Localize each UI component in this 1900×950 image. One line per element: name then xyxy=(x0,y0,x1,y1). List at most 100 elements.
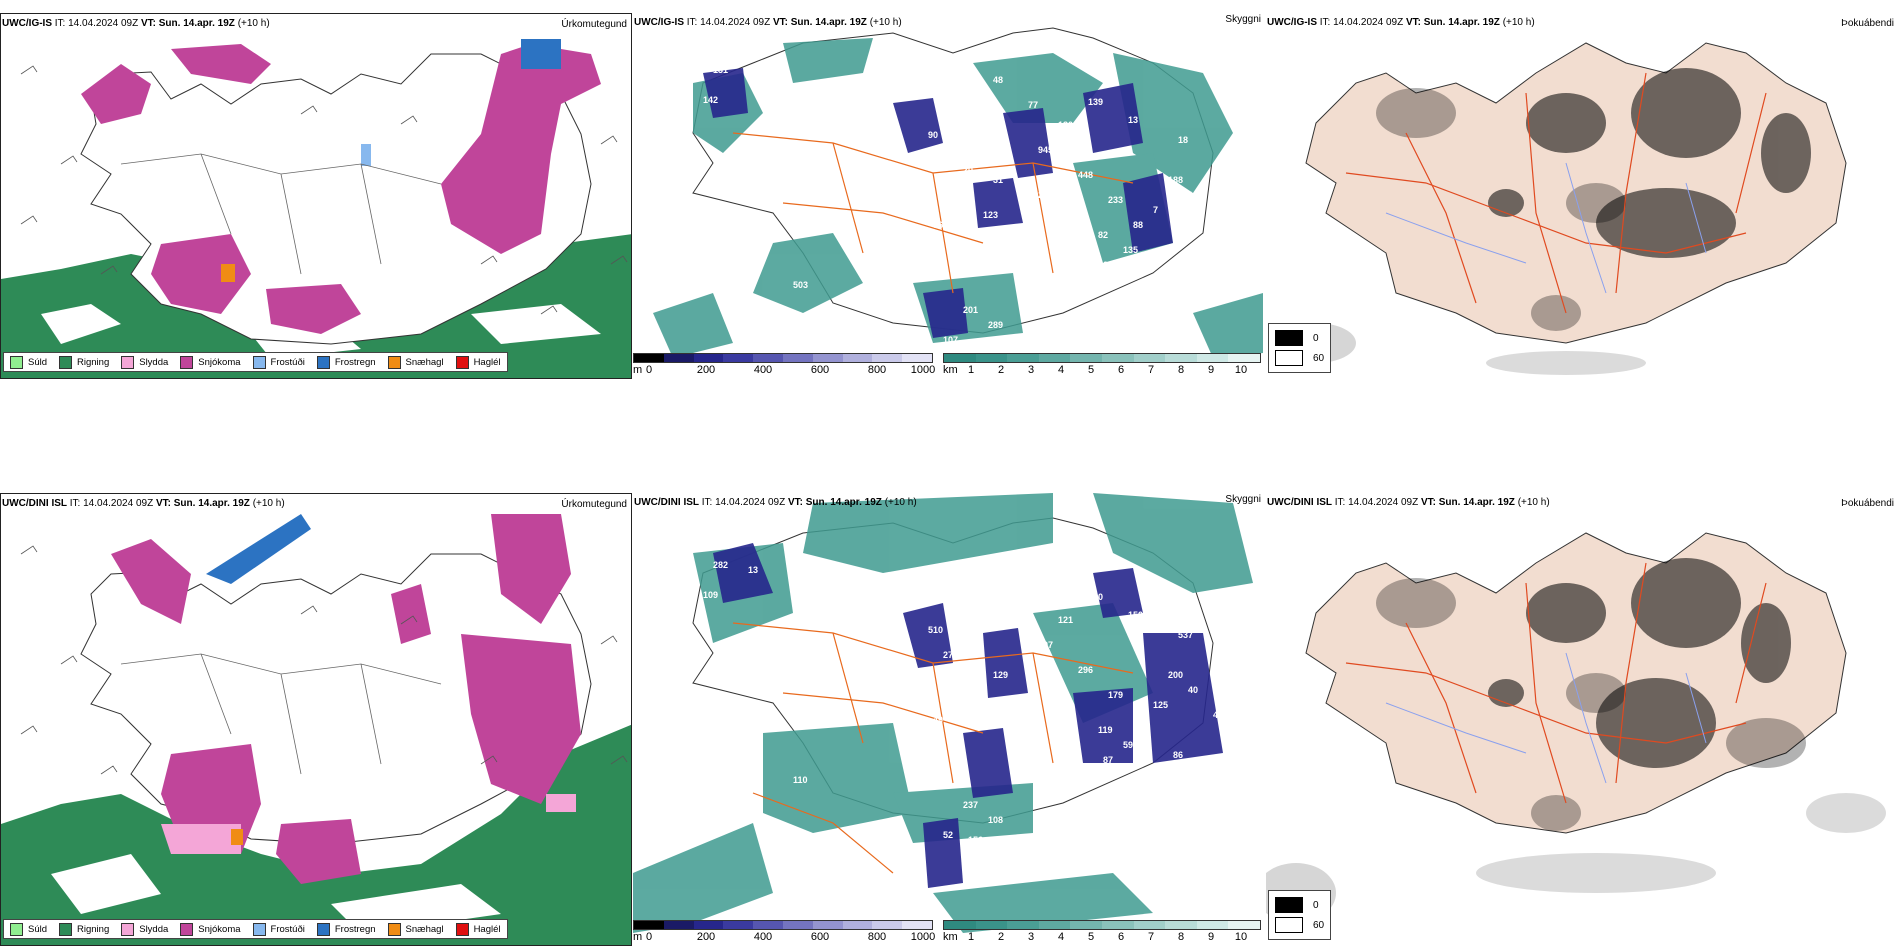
fog-index-key: 0 60 xyxy=(1268,890,1332,940)
tick-label: 6 xyxy=(1117,931,1125,943)
snow-area-east xyxy=(441,44,601,254)
height-label: 230 xyxy=(1153,770,1168,780)
tick-label: 9 xyxy=(1207,931,1215,943)
colorbar-swatch xyxy=(693,354,724,362)
legend-item: Súld xyxy=(10,922,47,936)
tick-label: 1000 xyxy=(910,364,936,376)
colorbar-swatch xyxy=(782,354,813,362)
low-vis-area xyxy=(973,53,1103,123)
panel-title: UWC/DINI ISL IT: 14.04.2024 09Z VT: Sun.… xyxy=(1267,497,1550,508)
height-label: 142 xyxy=(703,95,718,105)
tick-label: 7 xyxy=(1147,364,1155,376)
legend-swatch xyxy=(121,922,135,936)
colorbar-swatch xyxy=(975,354,1008,362)
legend-item: Snjókoma xyxy=(180,355,241,369)
field-type-label: Þokuábendi xyxy=(1841,498,1894,509)
road-network xyxy=(732,132,1134,294)
height-label: 13 xyxy=(1128,115,1138,125)
tick-label: 200 xyxy=(696,931,716,943)
height-label: 49 xyxy=(933,715,943,725)
cloud-base-colorbar: m 0 200 400 600 800 1000 xyxy=(633,920,935,944)
tick-label: 600 xyxy=(810,931,830,943)
colorbar-swatch xyxy=(1038,354,1071,362)
height-label: 131 xyxy=(713,65,728,75)
legend-swatch xyxy=(387,355,401,369)
fog-index-key: 0 60 xyxy=(1268,323,1332,373)
colorbar-swatch xyxy=(723,921,754,929)
tick-label: 6 xyxy=(1117,364,1125,376)
legend-swatch xyxy=(10,922,23,936)
panel-title: UWC/IG-IS IT: 14.04.2024 09Z VT: Sun. 14… xyxy=(634,17,902,28)
colorbar-swatch xyxy=(944,354,976,362)
colorbar-swatch xyxy=(1196,354,1229,362)
height-label: 7 xyxy=(1153,205,1158,215)
height-label: 50 xyxy=(993,570,1003,580)
tick-label: 200 xyxy=(696,364,716,376)
height-label: 82 xyxy=(1098,230,1108,240)
colorbar-swatch xyxy=(1101,354,1134,362)
legend-swatch xyxy=(387,922,401,936)
snow-area xyxy=(81,64,151,124)
colorbar-swatch xyxy=(1228,354,1260,362)
height-label: 59 xyxy=(1123,740,1133,750)
rain-area-south xyxy=(1,724,631,945)
height-label: 233 xyxy=(1108,195,1123,205)
height-label: 20 xyxy=(963,165,973,175)
colorbar-swatch xyxy=(1133,354,1166,362)
precip-panel-top: UWC/IG-IS IT: 14.04.2024 09Z VT: Sun. 14… xyxy=(0,13,632,379)
colorbar-swatches xyxy=(943,353,1261,363)
height-label: 110 xyxy=(793,775,808,785)
height-label: 156 xyxy=(968,835,983,845)
precip-panel-bottom: UWC/DINI ISL IT: 14.04.2024 09Z VT: Sun.… xyxy=(0,493,632,946)
height-label: 86 xyxy=(1173,750,1183,760)
fog-panel-top: UWC/IG-IS IT: 14.04.2024 09Z VT: Sun. 14… xyxy=(1266,13,1898,379)
legend-item: Haglél xyxy=(455,355,501,369)
height-label: 274 xyxy=(1103,260,1118,270)
colorbar-swatch xyxy=(902,354,932,362)
fog-key-row: 0 xyxy=(1275,328,1324,348)
unit-label: m xyxy=(633,931,643,943)
road-network xyxy=(732,622,1134,874)
tick-label: 400 xyxy=(753,931,773,943)
height-label: 510 xyxy=(928,625,943,635)
tick-label: 0 xyxy=(645,931,653,943)
colorbar-swatches xyxy=(633,920,933,930)
height-label: 108 xyxy=(988,815,1003,825)
legend-item: Snæhagl xyxy=(387,922,444,936)
height-label: 448 xyxy=(1078,170,1093,180)
height-label: 296 xyxy=(1078,665,1093,675)
legend-item: Slydda xyxy=(121,922,168,936)
colorbar-swatch xyxy=(812,921,843,929)
colorbar-ticks: m 0 200 400 600 800 1000 xyxy=(633,363,936,377)
cloud-panel-bottom: 282 13 109 50 51 140 121 150 510 297 274 281 296 129 2… xyxy=(633,493,1265,946)
height-label: 123 xyxy=(983,210,998,220)
colorbar-swatch xyxy=(634,354,664,362)
precip-type-legend: Súld Rigning Slydda Snjókoma Frostúði Fr… xyxy=(3,919,508,939)
height-label: 218 xyxy=(968,340,983,350)
low-vis-area xyxy=(803,493,1053,573)
height-label: 281 xyxy=(963,660,978,670)
precip-map-bottom xyxy=(1,514,631,945)
colorbar-swatch xyxy=(663,354,694,362)
colorbar-swatch xyxy=(872,354,903,362)
panel-title: UWC/DINI ISL IT: 14.04.2024 09Z VT: Sun.… xyxy=(2,498,285,509)
legend-item: Frostúði xyxy=(252,355,305,369)
height-label: 201 xyxy=(963,305,978,315)
height-label: 297 xyxy=(1038,640,1053,650)
height-label: 274 xyxy=(943,650,958,660)
height-label: 13 xyxy=(748,565,758,575)
colorbar-swatch xyxy=(975,921,1008,929)
freezing-rain-band xyxy=(206,514,311,584)
tick-label: 800 xyxy=(867,364,887,376)
visibility-colorbar: km 1 2 3 4 5 6 7 8 9 10 xyxy=(943,353,1261,377)
tick-label: 10 xyxy=(1234,931,1248,943)
tick-label: 1 xyxy=(967,364,975,376)
legend-swatch xyxy=(180,922,194,936)
height-label: 134 xyxy=(1173,255,1188,265)
tick-label: 8 xyxy=(1177,364,1185,376)
height-label: 109 xyxy=(703,590,718,600)
visibility-colorbar: km 1 2 3 4 5 6 7 8 9 10 xyxy=(943,920,1261,944)
colorbar-swatch xyxy=(1038,921,1071,929)
colorbar-swatch xyxy=(872,921,903,929)
colorbar-swatches xyxy=(633,353,933,363)
